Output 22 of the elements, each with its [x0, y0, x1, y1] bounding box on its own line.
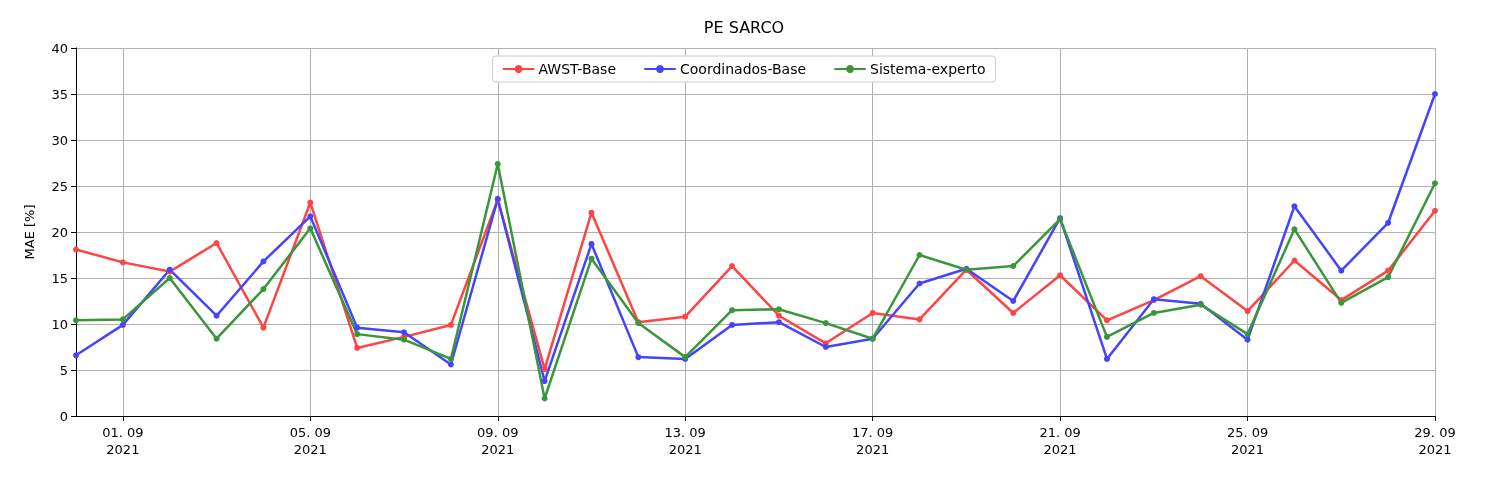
x-tick-label: 09. 09 2021: [477, 425, 519, 457]
y-axis-title: MAE [%]: [22, 204, 37, 260]
y-tick-label: 10: [51, 316, 68, 332]
y-tick-label: 20: [51, 224, 68, 240]
y-tick-label: 30: [51, 132, 68, 148]
chart-title: PE SARCO: [703, 17, 785, 37]
x-tick-label: 05. 09 2021: [289, 425, 331, 457]
y-tick-label: 0: [59, 408, 68, 424]
y-tick-label: 35: [51, 86, 68, 102]
y-tick-label: 15: [51, 270, 68, 286]
y-tick-label: 25: [51, 178, 68, 194]
x-tick-label: 21. 09 2021: [1039, 425, 1081, 457]
x-tick-label: 25. 09 2021: [1226, 425, 1269, 457]
legend-label: Coordinados-Base: [680, 61, 807, 77]
x-tick-label: 29. 09 2021: [1414, 425, 1456, 457]
x-tick-label: 01. 09 2021: [102, 425, 144, 457]
legend-label: AWST-Base: [538, 61, 617, 77]
y-tick-label: 5: [59, 362, 68, 378]
x-tick-label: 17. 09 2021: [851, 425, 894, 457]
y-tick-label: 40: [51, 40, 68, 56]
legend-label: Sistema-experto: [870, 61, 986, 77]
x-tick-label: 13. 09 2021: [664, 425, 706, 457]
